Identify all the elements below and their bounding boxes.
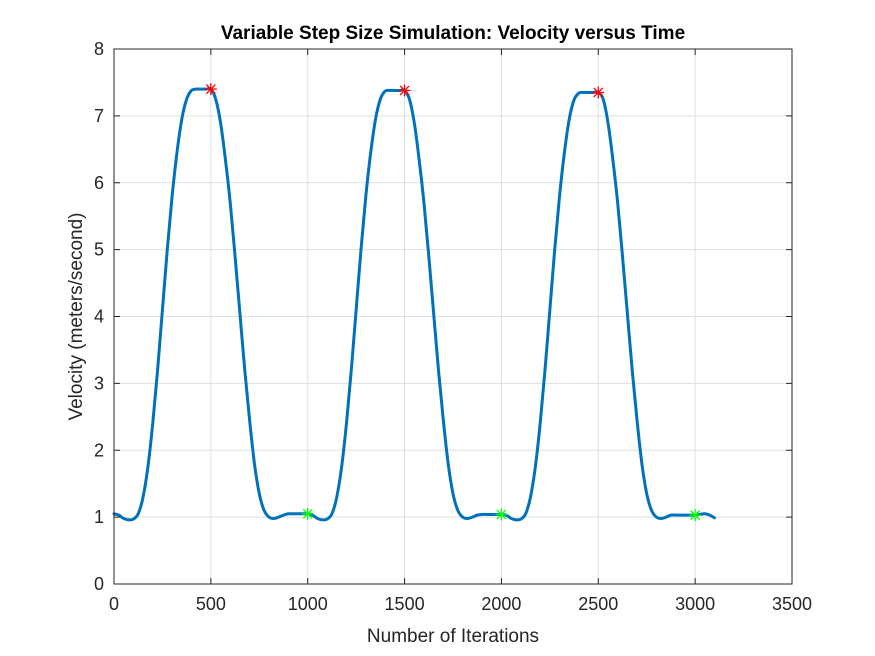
y-tick-label: 2: [94, 440, 104, 460]
velocity-line: [112, 86, 717, 522]
grid-lines: [114, 49, 792, 584]
x-axis-ticks: 0 500 1000 1500 2000 2500 3000 3500: [109, 49, 812, 614]
y-axis-ticks: 0 1 2 3 4 5 6 7 8: [94, 39, 792, 594]
y-axis-label: Velocity (meters/second): [66, 212, 87, 420]
y-tick-label: 8: [94, 39, 104, 59]
trough-marker: [495, 508, 508, 521]
x-tick-label: 3500: [772, 594, 812, 614]
x-tick-label: 3000: [675, 594, 715, 614]
y-tick-label: 0: [94, 574, 104, 594]
y-tick-label: 5: [94, 240, 104, 260]
marker-layer: [204, 83, 702, 522]
series-layer: [112, 86, 717, 522]
x-tick-label: 2000: [481, 594, 521, 614]
x-tick-label: 0: [109, 594, 119, 614]
chart-title: Variable Step Size Simulation: Velocity …: [221, 23, 685, 44]
y-tick-label: 7: [94, 106, 104, 126]
x-tick-label: 2500: [578, 594, 618, 614]
peak-marker: [398, 84, 411, 97]
y-tick-label: 3: [94, 373, 104, 393]
peak-marker: [592, 86, 605, 99]
y-tick-label: 6: [94, 173, 104, 193]
y-tick-label: 1: [94, 507, 104, 527]
trough-marker: [689, 509, 702, 522]
x-tick-label: 1000: [288, 594, 328, 614]
x-axis-label: Number of Iterations: [367, 626, 539, 647]
trough-marker: [301, 507, 314, 520]
x-tick-label: 1500: [385, 594, 425, 614]
y-tick-label: 4: [94, 307, 104, 327]
x-tick-label: 500: [196, 594, 226, 614]
peak-marker: [204, 83, 217, 96]
